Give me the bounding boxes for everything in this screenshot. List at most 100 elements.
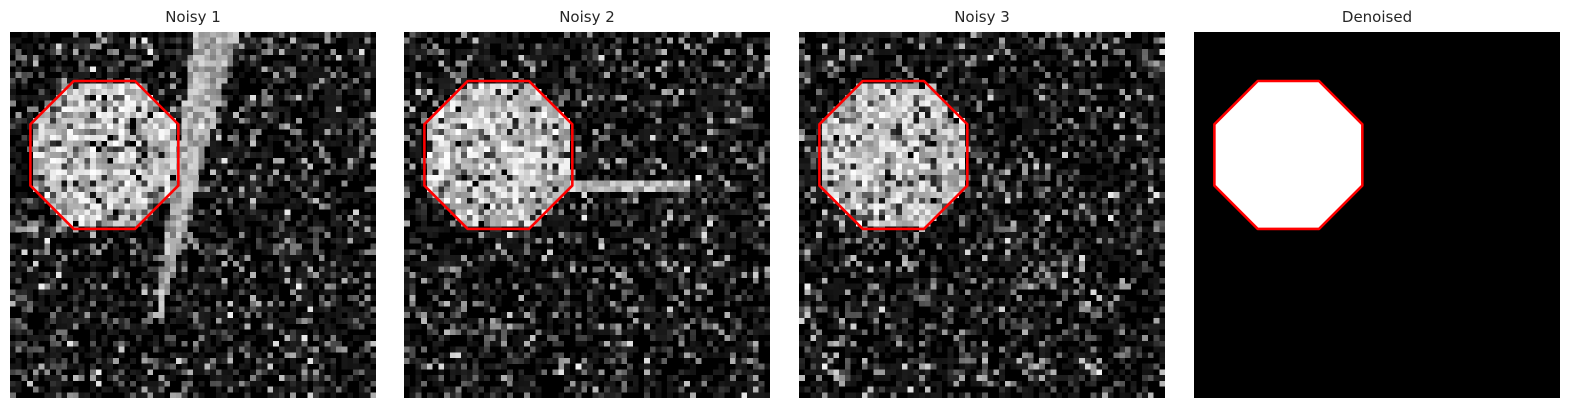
pixel: [261, 117, 268, 124]
pixel: [444, 134, 450, 141]
pixel: [564, 226, 570, 233]
pixel: [484, 100, 490, 107]
pixel: [187, 123, 194, 130]
pixel: [421, 32, 427, 38]
pixel: [404, 272, 410, 279]
pixel: [255, 380, 262, 387]
pixel: [478, 174, 485, 181]
pixel: [313, 352, 319, 359]
pixel: [147, 255, 154, 261]
pixel: [518, 209, 525, 216]
pixel: [409, 163, 416, 170]
pixel: [518, 140, 525, 147]
pixel: [747, 226, 753, 233]
pixel: [364, 203, 371, 210]
pixel: [370, 152, 376, 158]
pixel: [524, 209, 530, 216]
pixel: [501, 94, 508, 101]
pixel: [130, 94, 136, 101]
pixel: [598, 83, 605, 90]
pixel: [324, 272, 331, 279]
pixel: [227, 357, 234, 364]
pixel: [432, 180, 439, 187]
pixel: [330, 94, 337, 101]
pixel: [552, 260, 559, 267]
pixel: [581, 192, 588, 198]
pixel: [301, 237, 308, 244]
pixel: [95, 215, 102, 221]
pixel: [32, 243, 39, 250]
pixel: [55, 346, 62, 353]
pixel: [655, 180, 662, 187]
pixel: [689, 112, 696, 118]
pixel: [598, 289, 605, 296]
pixel: [44, 174, 51, 181]
pixel: [301, 100, 308, 107]
pixel: [170, 266, 176, 273]
pixel: [284, 317, 291, 324]
pixel: [244, 386, 251, 393]
pixel: [644, 129, 651, 136]
pixel: [529, 100, 536, 107]
pixel: [261, 289, 268, 296]
pixel: [615, 146, 622, 153]
pixel: [107, 306, 114, 313]
pixel: [233, 340, 239, 347]
pixel: [592, 83, 599, 90]
pixel: [95, 174, 102, 181]
pixel: [330, 72, 337, 78]
pixel: [449, 266, 456, 273]
pixel: [752, 226, 759, 233]
pixel: [290, 174, 297, 181]
pixel: [295, 220, 302, 227]
pixel: [421, 197, 427, 204]
pixel: [672, 54, 679, 61]
pixel: [72, 283, 79, 290]
pixel: [181, 243, 188, 250]
pixel: [535, 180, 542, 187]
pixel: [227, 123, 234, 130]
pixel: [215, 174, 222, 181]
pixel: [158, 152, 165, 158]
pixel: [244, 192, 251, 198]
pixel: [170, 317, 176, 324]
pixel: [147, 249, 154, 256]
pixel: [638, 209, 645, 216]
pixel: [44, 140, 51, 147]
pixel: [204, 266, 211, 273]
pixel: [84, 146, 91, 153]
pixel: [38, 152, 45, 158]
pixel: [193, 209, 199, 216]
pixel: [621, 266, 628, 273]
pixel: [546, 255, 553, 261]
pixel: [278, 186, 285, 193]
pixel: [518, 152, 525, 158]
pixel: [546, 283, 553, 290]
pixel: [95, 209, 102, 216]
pixel: [546, 180, 553, 187]
pixel: [267, 140, 274, 147]
pixel: [655, 49, 662, 55]
pixel: [130, 380, 136, 387]
pixel: [353, 123, 359, 130]
pixel: [55, 272, 62, 279]
pixel: [55, 260, 62, 267]
pixel: [541, 32, 548, 38]
pixel: [466, 129, 473, 136]
pixel: [324, 77, 331, 84]
pixel: [426, 260, 433, 267]
pixel: [358, 174, 365, 181]
pixel: [667, 255, 673, 261]
pixel: [233, 215, 239, 221]
pixel: [301, 266, 308, 273]
pixel: [347, 237, 354, 244]
pixel: [278, 392, 285, 398]
pixel: [204, 295, 211, 301]
pixel: [32, 152, 39, 158]
pixel: [112, 317, 119, 324]
pixel: [535, 272, 542, 279]
pixel: [432, 146, 439, 153]
pixel: [147, 232, 154, 238]
pixel: [758, 295, 765, 301]
pixel: [255, 306, 262, 313]
